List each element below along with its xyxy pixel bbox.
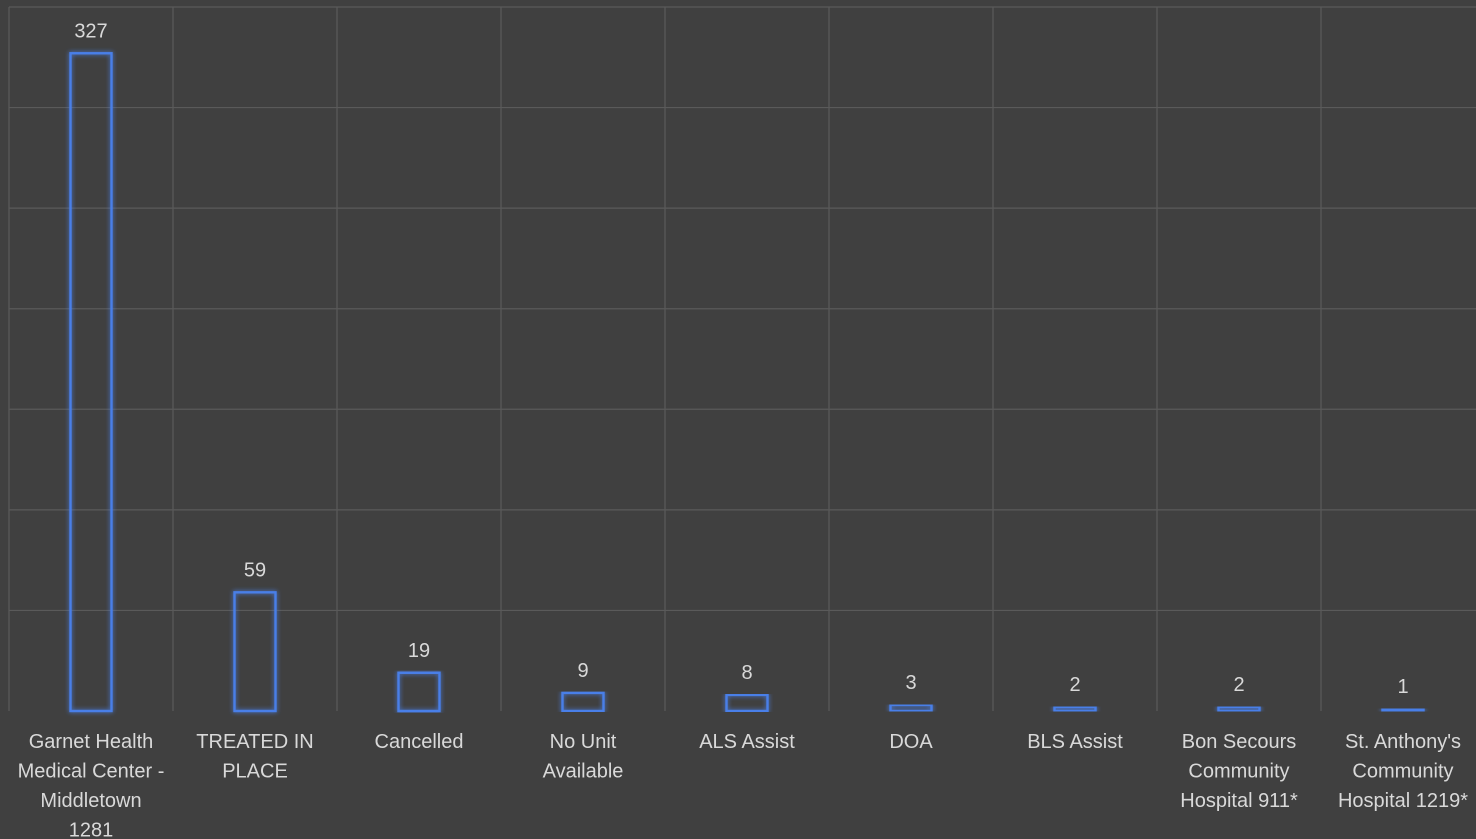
category-label-line: Hospital 911* — [1180, 790, 1298, 812]
category-label-line: Bon Secours — [1182, 731, 1297, 753]
category-label-line: Garnet Health — [29, 731, 154, 753]
category-label-line: Middletown — [40, 790, 141, 812]
bar — [1381, 707, 1425, 713]
bar — [1217, 705, 1261, 713]
bar — [889, 703, 933, 713]
category-label: ALS Assist — [699, 731, 795, 753]
data-label: 327 — [74, 20, 107, 42]
category-label: Cancelled — [375, 731, 464, 753]
data-label: 59 — [244, 559, 266, 581]
category-label: Bon Secours Community Hospital 911* — [1180, 731, 1298, 812]
data-label: 9 — [577, 660, 588, 682]
bar — [233, 591, 277, 713]
bar — [397, 671, 441, 713]
category-label-line: BLS Assist — [1027, 731, 1123, 753]
bar — [1053, 705, 1097, 713]
grid — [8, 6, 1476, 711]
data-label: 2 — [1233, 674, 1244, 696]
category-label-line: Community — [1188, 761, 1289, 783]
category-labels: Garnet Health Medical Center - Middletown 1… — [18, 731, 1469, 839]
bar — [69, 52, 113, 713]
data-label: 3 — [905, 672, 916, 694]
bars — [69, 52, 1425, 713]
data-label: 19 — [408, 640, 430, 662]
category-label-line: No Unit — [550, 731, 617, 753]
category-label-line: TREATED IN — [196, 731, 313, 753]
category-label: St. Anthony's Community Hospital 1219* — [1338, 731, 1468, 812]
category-label-line: Cancelled — [375, 731, 464, 753]
category-label-line: 1281 — [69, 820, 114, 839]
category-label: BLS Assist — [1027, 731, 1123, 753]
category-label: Garnet Health Medical Center - Middletown 1… — [18, 731, 165, 839]
data-label: 1 — [1397, 676, 1408, 698]
category-label: TREATED IN PLACE — [196, 731, 313, 783]
category-label-line: Medical Center - — [18, 761, 165, 783]
category-label-line: Available — [543, 761, 624, 783]
bar — [561, 691, 605, 713]
category-label-line: St. Anthony's — [1345, 731, 1461, 753]
category-label-line: PLACE — [222, 761, 288, 783]
data-labels: 327 59 19 9 8 3 2 2 1 — [74, 20, 1408, 698]
bar — [725, 693, 769, 713]
data-label: 2 — [1069, 674, 1080, 696]
category-label: DOA — [889, 731, 933, 753]
category-label-line: Hospital 1219* — [1338, 790, 1468, 812]
category-label-line: Community — [1352, 761, 1453, 783]
category-label-line: DOA — [889, 731, 933, 753]
data-label: 8 — [741, 662, 752, 684]
category-label-line: ALS Assist — [699, 731, 795, 753]
category-label: No Unit Available — [543, 731, 624, 783]
